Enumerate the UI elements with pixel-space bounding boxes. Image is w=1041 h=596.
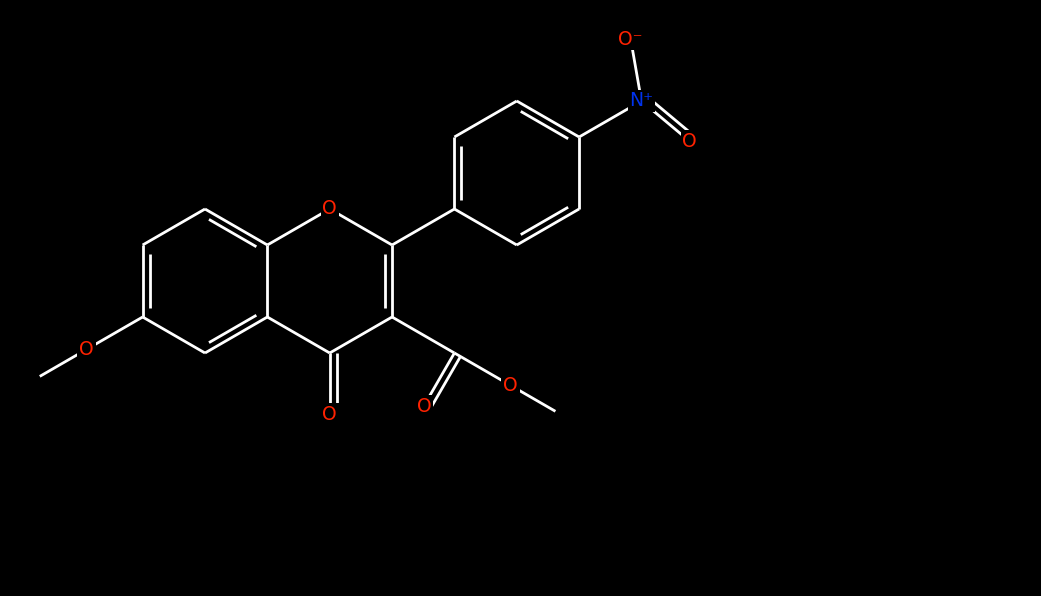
Text: O⁻: O⁻ xyxy=(618,30,643,48)
Text: O: O xyxy=(323,405,337,424)
Text: O: O xyxy=(416,396,431,415)
Text: O: O xyxy=(323,200,337,219)
Text: O: O xyxy=(79,340,94,359)
Text: O: O xyxy=(503,376,517,395)
Text: N⁺: N⁺ xyxy=(630,92,654,110)
Text: O: O xyxy=(683,132,697,151)
